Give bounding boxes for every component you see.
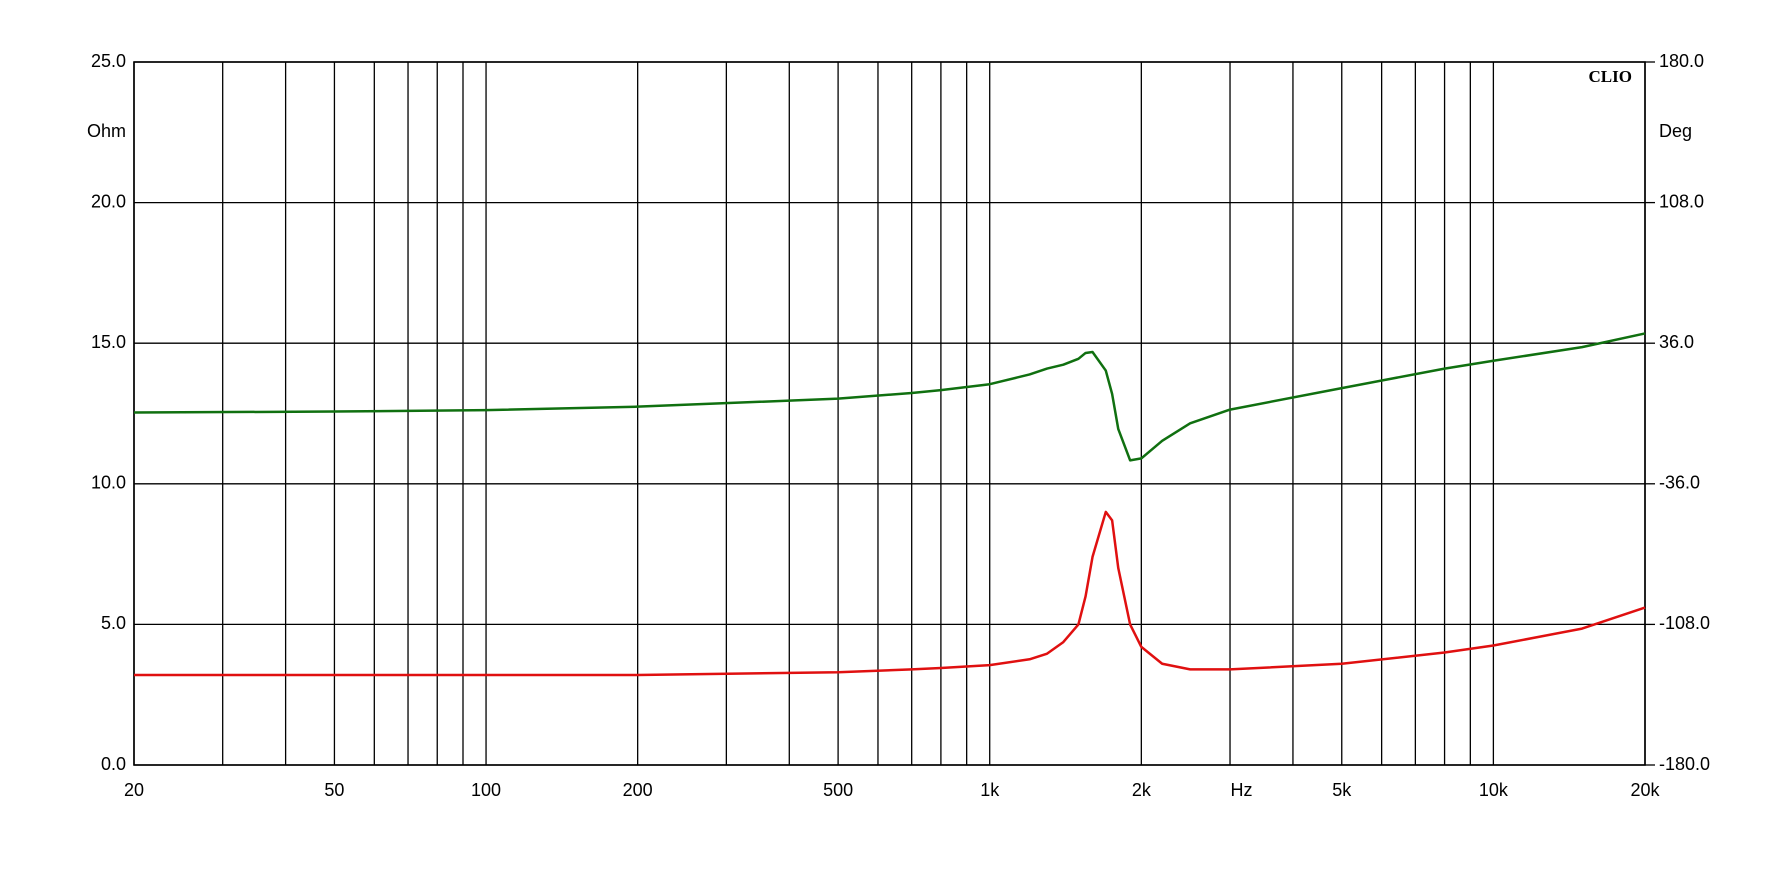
y2-tick-label: -180.0	[1659, 754, 1710, 774]
y-tick-label: 15.0	[91, 332, 126, 352]
data-line	[134, 510, 1646, 677]
x-tick-label: 10k	[1479, 780, 1509, 800]
x-tick-label: 500	[823, 780, 853, 800]
y2-axis-label: Deg	[1659, 121, 1692, 141]
x-tick-label: 20	[124, 780, 144, 800]
y-tick-label: 0.0	[101, 754, 126, 774]
x-tick-label: 5k	[1332, 780, 1352, 800]
y-axis-label: Ohm	[87, 121, 126, 141]
brand-label: CLIO	[1589, 67, 1632, 86]
x-tick-label: 2k	[1132, 780, 1152, 800]
x-tick-label: 50	[324, 780, 344, 800]
y2-tick-label: 108.0	[1659, 191, 1704, 211]
x-tick-label: 200	[623, 780, 653, 800]
y2-tick-label: 180.0	[1659, 51, 1704, 71]
y-tick-label: 10.0	[91, 473, 126, 493]
data-line	[133, 332, 1646, 462]
x-axis-label: Hz	[1231, 780, 1253, 800]
x-tick-label: 100	[471, 780, 501, 800]
x-tick-label: 1k	[980, 780, 1000, 800]
plot-frame	[133, 61, 1646, 766]
y2-tick-label: -36.0	[1659, 473, 1700, 493]
x-tick-label: 20k	[1630, 780, 1660, 800]
y-tick-label: 25.0	[91, 51, 126, 71]
y-tick-label: 5.0	[101, 613, 126, 633]
y2-tick-label: 36.0	[1659, 332, 1694, 352]
y-tick-label: 20.0	[91, 191, 126, 211]
y2-tick-label: -108.0	[1659, 613, 1710, 633]
